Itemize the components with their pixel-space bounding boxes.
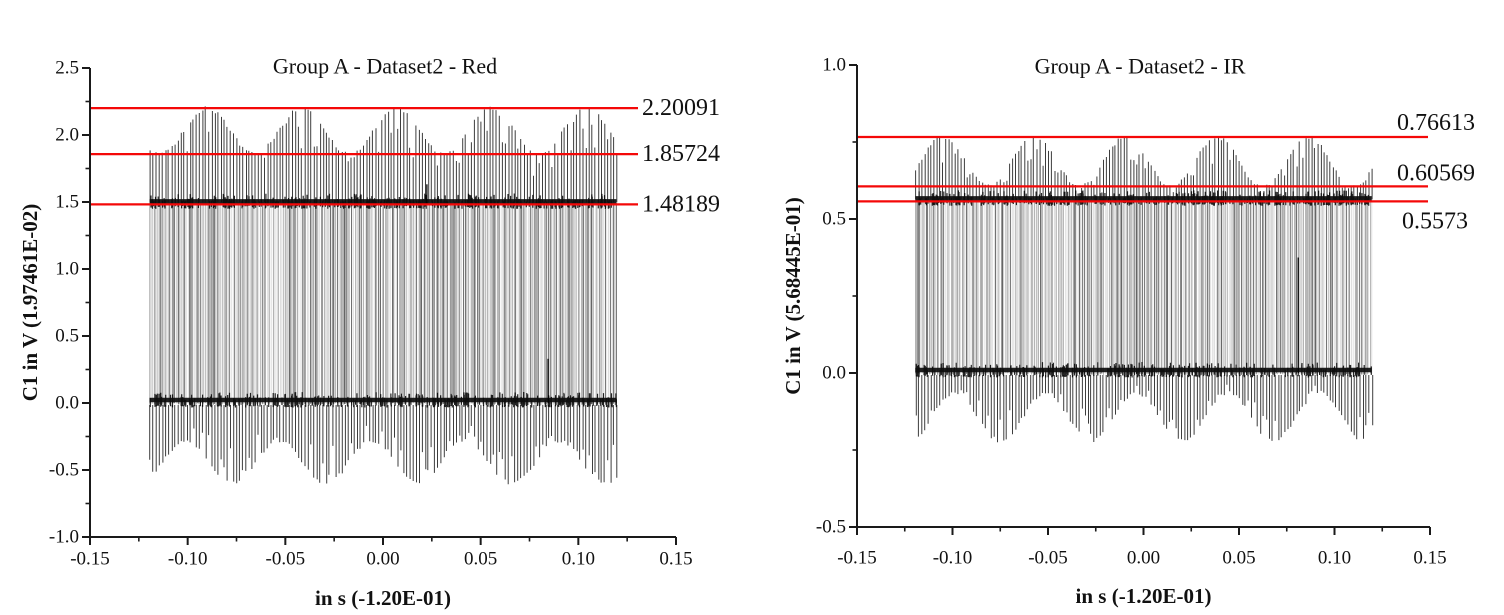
- signal-top-spikes: [149, 106, 618, 203]
- reference-line-label: 1.48189: [642, 191, 720, 217]
- y-tick-label: 1.0: [822, 55, 846, 76]
- x-tick-label: -0.05: [1028, 548, 1068, 569]
- y-tick-label: -0.5: [49, 460, 79, 481]
- x-tick-label: 0.10: [1318, 548, 1351, 569]
- x-tick-label: 0.00: [1127, 548, 1160, 569]
- y-tick-label: 1.5: [55, 192, 79, 213]
- y-axis-label: C1 in V (1.97461E-02): [18, 204, 42, 402]
- plot-title: Group A - Dataset2 - IR: [1035, 54, 1246, 79]
- x-axis-label: in s (-1.20E-01): [1076, 584, 1212, 608]
- x-tick-label: 0.10: [562, 549, 595, 570]
- signal-body: [159, 202, 617, 405]
- y-tick-label: 0.0: [822, 363, 846, 384]
- y-tick-label: 0.5: [822, 209, 846, 230]
- signal-body: [149, 202, 616, 405]
- reference-line-label: 2.20091: [642, 95, 720, 121]
- x-tick-label: 0.00: [366, 549, 399, 570]
- signal-top-spikes: [915, 136, 1373, 200]
- x-tick-label: -0.05: [266, 549, 306, 570]
- signal-body: [915, 199, 1372, 375]
- x-axis-label: in s (-1.20E-01): [315, 586, 451, 610]
- y-tick-label: 0.5: [55, 326, 79, 347]
- reference-line-label: 1.85724: [642, 141, 720, 167]
- x-tick-label: 0.05: [464, 549, 497, 570]
- x-tick-label: 0.05: [1222, 548, 1255, 569]
- y-tick-label: 2.0: [55, 125, 79, 146]
- x-tick-label: -0.15: [837, 548, 877, 569]
- reference-line-label: 0.76613: [1397, 110, 1475, 136]
- signal-body: [150, 202, 613, 405]
- y-axis-label: C1 in V (5.68445E-01): [781, 197, 805, 395]
- reference-line-label: 0.5573: [1402, 208, 1468, 234]
- signal-bottom-spikes: [149, 405, 618, 485]
- signal-body: [920, 199, 1373, 375]
- y-tick-label: -0.5: [816, 517, 846, 538]
- x-tick-label: 0.15: [659, 549, 692, 570]
- y-tick-label: 2.5: [55, 58, 79, 79]
- y-tick-label: 0.0: [55, 393, 79, 414]
- x-tick-label: 0.15: [1413, 548, 1446, 569]
- x-tick-label: -0.15: [70, 549, 110, 570]
- reference-line-label: 0.60569: [1397, 160, 1475, 186]
- y-tick-label: -1.0: [49, 527, 79, 548]
- chart-ir: 0.76613 0.60569 0.5573 -0.15 -0.10 -0.05 0.00 0…: [781, 54, 1475, 609]
- x-tick-label: -0.10: [933, 548, 973, 569]
- signal-bottom-spikes: [915, 375, 1374, 443]
- y-tick-label: 1.0: [55, 259, 79, 280]
- plot-title: Group A - Dataset2 - Red: [273, 54, 497, 79]
- x-tick-label: -0.10: [168, 549, 208, 570]
- signal-body: [916, 199, 1367, 375]
